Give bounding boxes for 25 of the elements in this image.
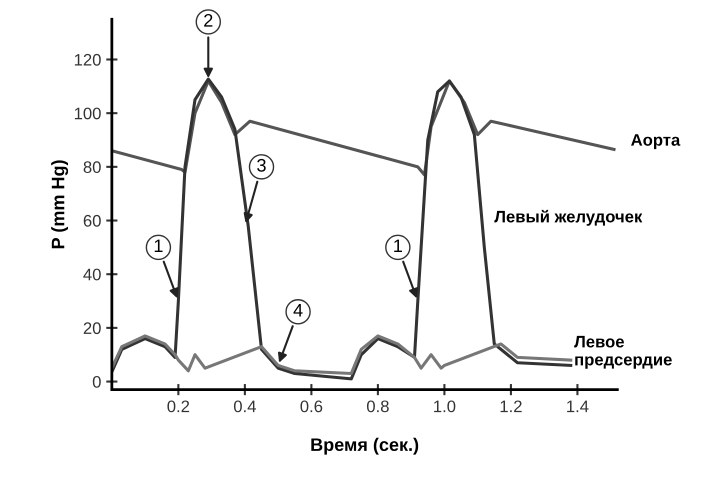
series-label: Аорта — [631, 134, 680, 150]
y-tick-label: 60 — [84, 214, 101, 227]
y-tick-label: 20 — [84, 322, 101, 334]
annotation: 1 — [154, 240, 163, 252]
y-tick-label: 80 — [84, 161, 101, 174]
series-label: Левое предсердие — [574, 336, 672, 369]
y-axis-title: P (mm Hg) — [51, 160, 68, 248]
x-tick-label: 0.2 — [167, 400, 190, 412]
x-tick-label: 1.2 — [500, 400, 522, 412]
x-tick-label: 1.0 — [434, 400, 456, 412]
x-tick-label: 0.8 — [366, 400, 389, 412]
line-series — [112, 334, 572, 376]
y-tick-label: 100 — [74, 108, 101, 120]
x-tick-label: 1.4 — [567, 400, 589, 412]
annotation: 4 — [293, 304, 303, 316]
x-tick-label: 0.4 — [234, 400, 256, 412]
y-tick-label: 120 — [74, 54, 101, 66]
series-label: Левый желудочек — [494, 210, 642, 226]
x-tick-label: 0.6 — [300, 400, 322, 412]
y-tick-label: 40 — [83, 268, 101, 280]
x-axis-title: Время (сек.) — [311, 438, 418, 455]
annotation: 2 — [204, 14, 212, 27]
y-tick-label: 0 — [92, 376, 101, 388]
annotation: 3 — [257, 158, 266, 172]
annotation: 1 — [394, 240, 402, 252]
